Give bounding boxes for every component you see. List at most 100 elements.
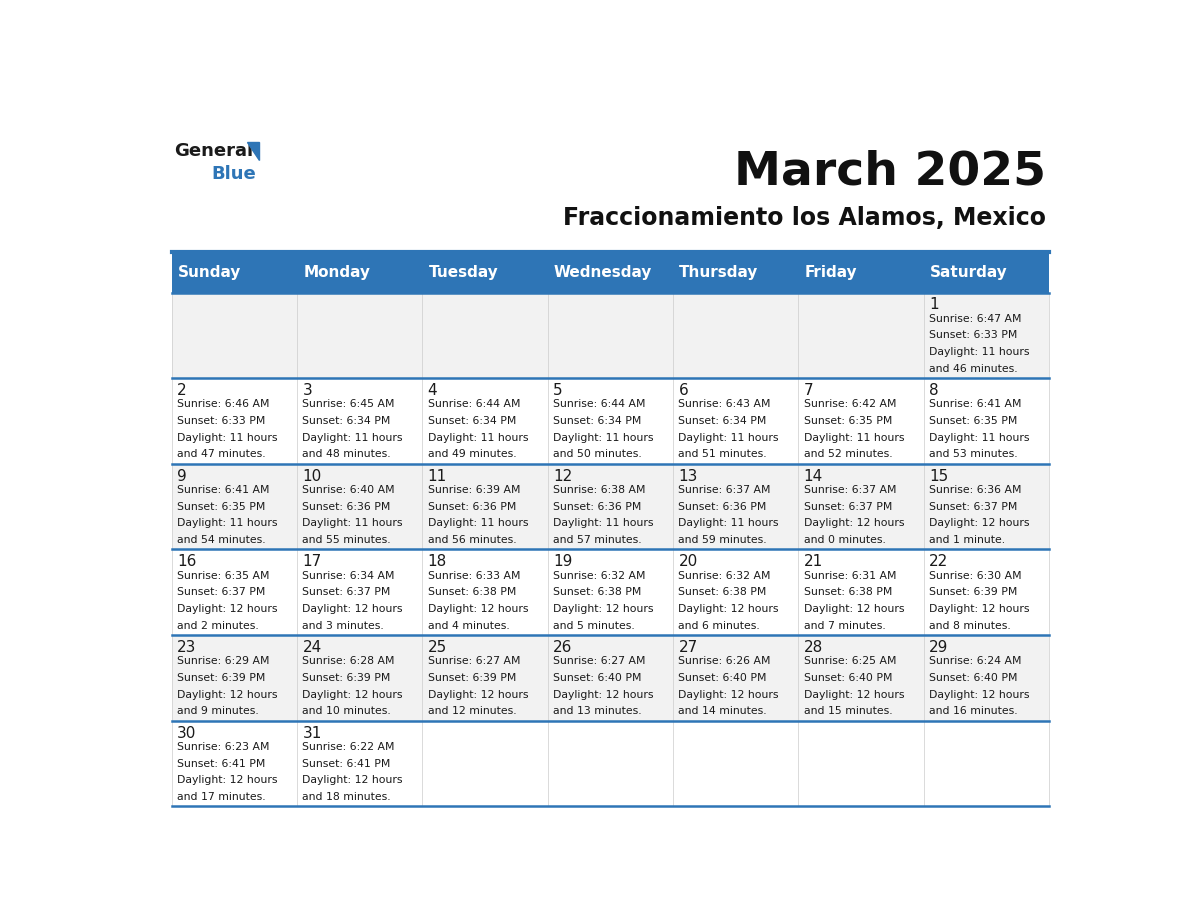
Text: 7: 7 xyxy=(804,383,814,398)
Text: 5: 5 xyxy=(554,383,563,398)
Text: Sunset: 6:34 PM: Sunset: 6:34 PM xyxy=(428,416,516,426)
Text: Wednesday: Wednesday xyxy=(554,264,652,279)
Text: Daylight: 11 hours: Daylight: 11 hours xyxy=(554,432,653,442)
Text: Sunrise: 6:23 AM: Sunrise: 6:23 AM xyxy=(177,742,270,752)
Text: and 49 minutes.: and 49 minutes. xyxy=(428,450,517,460)
Bar xyxy=(171,252,297,293)
Text: Sunset: 6:37 PM: Sunset: 6:37 PM xyxy=(177,588,265,598)
Text: 12: 12 xyxy=(554,469,573,484)
Text: and 13 minutes.: and 13 minutes. xyxy=(554,707,642,716)
Text: Friday: Friday xyxy=(804,264,858,279)
Bar xyxy=(171,550,1049,635)
Text: Daylight: 11 hours: Daylight: 11 hours xyxy=(678,519,779,529)
Text: Sunrise: 6:47 AM: Sunrise: 6:47 AM xyxy=(929,314,1022,324)
Text: Daylight: 12 hours: Daylight: 12 hours xyxy=(678,604,779,614)
Text: Sunset: 6:33 PM: Sunset: 6:33 PM xyxy=(929,330,1017,341)
Text: Sunset: 6:39 PM: Sunset: 6:39 PM xyxy=(303,673,391,683)
Text: Daylight: 11 hours: Daylight: 11 hours xyxy=(177,519,278,529)
Text: 24: 24 xyxy=(303,640,322,655)
Text: Sunset: 6:36 PM: Sunset: 6:36 PM xyxy=(428,502,516,511)
Text: and 52 minutes.: and 52 minutes. xyxy=(804,450,892,460)
Text: Daylight: 11 hours: Daylight: 11 hours xyxy=(303,519,403,529)
Text: March 2025: March 2025 xyxy=(734,149,1047,194)
Text: Sunset: 6:39 PM: Sunset: 6:39 PM xyxy=(929,588,1017,598)
Text: and 46 minutes.: and 46 minutes. xyxy=(929,364,1018,374)
Text: Sunrise: 6:37 AM: Sunrise: 6:37 AM xyxy=(804,485,896,495)
Text: Daylight: 12 hours: Daylight: 12 hours xyxy=(303,689,403,700)
Text: Sunrise: 6:26 AM: Sunrise: 6:26 AM xyxy=(678,656,771,666)
Text: 19: 19 xyxy=(554,554,573,569)
Text: 18: 18 xyxy=(428,554,447,569)
Text: and 15 minutes.: and 15 minutes. xyxy=(804,707,892,716)
Text: Sunrise: 6:32 AM: Sunrise: 6:32 AM xyxy=(554,571,645,581)
Text: and 18 minutes.: and 18 minutes. xyxy=(303,792,391,802)
Text: and 54 minutes.: and 54 minutes. xyxy=(177,535,266,545)
Bar xyxy=(171,293,1049,378)
Text: Sunset: 6:35 PM: Sunset: 6:35 PM xyxy=(929,416,1017,426)
Text: Sunset: 6:34 PM: Sunset: 6:34 PM xyxy=(303,416,391,426)
Text: Sunrise: 6:46 AM: Sunrise: 6:46 AM xyxy=(177,399,270,409)
Text: 28: 28 xyxy=(804,640,823,655)
Text: Sunrise: 6:27 AM: Sunrise: 6:27 AM xyxy=(554,656,645,666)
Text: 31: 31 xyxy=(303,726,322,741)
Text: Sunrise: 6:37 AM: Sunrise: 6:37 AM xyxy=(678,485,771,495)
Text: 14: 14 xyxy=(804,469,823,484)
Bar xyxy=(171,721,1049,806)
Text: Sunrise: 6:30 AM: Sunrise: 6:30 AM xyxy=(929,571,1022,581)
Text: and 4 minutes.: and 4 minutes. xyxy=(428,621,510,631)
Text: 25: 25 xyxy=(428,640,447,655)
Polygon shape xyxy=(247,142,259,160)
Text: and 47 minutes.: and 47 minutes. xyxy=(177,450,266,460)
Text: Sunset: 6:39 PM: Sunset: 6:39 PM xyxy=(177,673,265,683)
Text: Daylight: 12 hours: Daylight: 12 hours xyxy=(177,776,278,786)
Text: Daylight: 12 hours: Daylight: 12 hours xyxy=(929,519,1030,529)
Text: Sunset: 6:38 PM: Sunset: 6:38 PM xyxy=(554,588,642,598)
Text: and 16 minutes.: and 16 minutes. xyxy=(929,707,1018,716)
Text: Sunset: 6:34 PM: Sunset: 6:34 PM xyxy=(678,416,766,426)
Text: Sunset: 6:38 PM: Sunset: 6:38 PM xyxy=(804,588,892,598)
Text: Daylight: 11 hours: Daylight: 11 hours xyxy=(929,432,1030,442)
Text: Sunrise: 6:40 AM: Sunrise: 6:40 AM xyxy=(303,485,396,495)
Text: Sunrise: 6:42 AM: Sunrise: 6:42 AM xyxy=(804,399,896,409)
Text: 2: 2 xyxy=(177,383,187,398)
Text: 8: 8 xyxy=(929,383,939,398)
Text: and 14 minutes.: and 14 minutes. xyxy=(678,707,767,716)
Text: Monday: Monday xyxy=(303,264,371,279)
Bar xyxy=(798,252,923,293)
Text: Sunset: 6:34 PM: Sunset: 6:34 PM xyxy=(554,416,642,426)
Text: Daylight: 12 hours: Daylight: 12 hours xyxy=(177,604,278,614)
Text: Daylight: 11 hours: Daylight: 11 hours xyxy=(303,432,403,442)
Text: Sunrise: 6:44 AM: Sunrise: 6:44 AM xyxy=(428,399,520,409)
Text: Fraccionamiento los Alamos, Mexico: Fraccionamiento los Alamos, Mexico xyxy=(563,206,1047,230)
Text: and 3 minutes.: and 3 minutes. xyxy=(303,621,384,631)
Text: Sunset: 6:40 PM: Sunset: 6:40 PM xyxy=(929,673,1018,683)
Text: and 9 minutes.: and 9 minutes. xyxy=(177,707,259,716)
Text: Sunset: 6:36 PM: Sunset: 6:36 PM xyxy=(678,502,766,511)
Text: 11: 11 xyxy=(428,469,447,484)
Text: Daylight: 12 hours: Daylight: 12 hours xyxy=(554,604,653,614)
Text: and 56 minutes.: and 56 minutes. xyxy=(428,535,517,545)
Text: Sunset: 6:40 PM: Sunset: 6:40 PM xyxy=(804,673,892,683)
Text: Sunrise: 6:45 AM: Sunrise: 6:45 AM xyxy=(303,399,394,409)
Bar xyxy=(672,252,798,293)
Text: Sunrise: 6:44 AM: Sunrise: 6:44 AM xyxy=(554,399,645,409)
Text: and 0 minutes.: and 0 minutes. xyxy=(804,535,885,545)
Text: Sunrise: 6:32 AM: Sunrise: 6:32 AM xyxy=(678,571,771,581)
Text: 6: 6 xyxy=(678,383,688,398)
Text: and 1 minute.: and 1 minute. xyxy=(929,535,1005,545)
Text: Sunset: 6:38 PM: Sunset: 6:38 PM xyxy=(678,588,766,598)
Text: and 10 minutes.: and 10 minutes. xyxy=(303,707,391,716)
Text: Sunset: 6:41 PM: Sunset: 6:41 PM xyxy=(303,758,391,768)
Text: Daylight: 12 hours: Daylight: 12 hours xyxy=(428,604,529,614)
Text: Sunrise: 6:28 AM: Sunrise: 6:28 AM xyxy=(303,656,394,666)
Text: and 17 minutes.: and 17 minutes. xyxy=(177,792,266,802)
Text: Daylight: 12 hours: Daylight: 12 hours xyxy=(428,689,529,700)
Text: Sunset: 6:41 PM: Sunset: 6:41 PM xyxy=(177,758,265,768)
Text: 17: 17 xyxy=(303,554,322,569)
Text: Sunrise: 6:38 AM: Sunrise: 6:38 AM xyxy=(554,485,645,495)
Text: 26: 26 xyxy=(554,640,573,655)
Text: 16: 16 xyxy=(177,554,196,569)
Text: 3: 3 xyxy=(303,383,312,398)
Bar xyxy=(923,252,1049,293)
Text: Sunrise: 6:34 AM: Sunrise: 6:34 AM xyxy=(303,571,394,581)
